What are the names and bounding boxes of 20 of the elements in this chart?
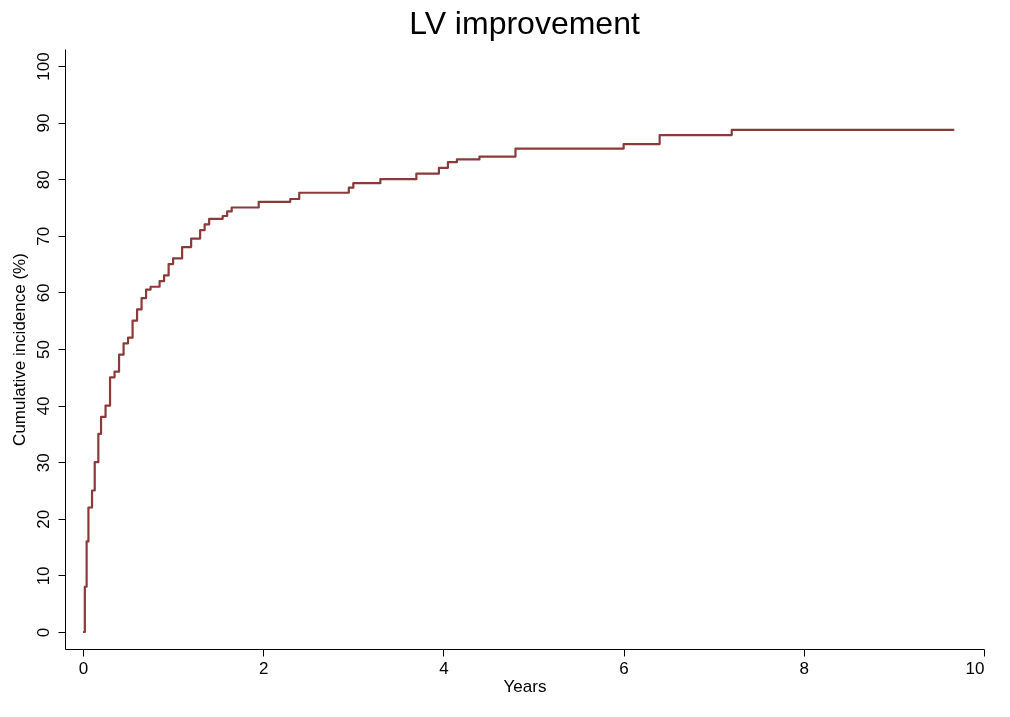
x-tick-label: 0 xyxy=(78,658,89,678)
x-tick-label: 4 xyxy=(439,658,449,678)
y-tick-label: 40 xyxy=(33,396,53,416)
y-tick-label: 30 xyxy=(33,453,53,473)
y-tick-label: 10 xyxy=(33,566,53,586)
x-tick-label: 8 xyxy=(799,658,810,678)
y-tick-label: 20 xyxy=(33,509,53,529)
x-tick-label: 10 xyxy=(965,658,985,678)
x-tick-label: 6 xyxy=(619,658,629,678)
y-tick-label: 50 xyxy=(33,340,53,359)
x-axis-title: Years xyxy=(503,676,547,696)
x-tick-label: 2 xyxy=(258,658,269,678)
y-tick-label: 70 xyxy=(33,226,53,246)
y-tick-label: 0 xyxy=(33,627,53,638)
y-axis-title: Cumulative incidence (%) xyxy=(9,253,29,446)
y-tick-label: 100 xyxy=(33,52,53,81)
y-tick-label: 60 xyxy=(33,283,53,303)
chart-title: LV improvement xyxy=(409,5,640,41)
y-tick-label: 80 xyxy=(33,170,53,190)
y-tick-label: 90 xyxy=(33,113,53,133)
